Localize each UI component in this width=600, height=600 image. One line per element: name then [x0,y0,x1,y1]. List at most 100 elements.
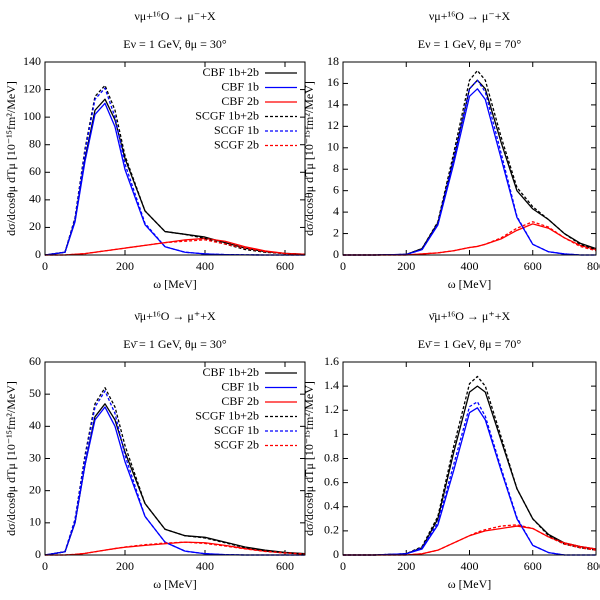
y-tick-label: 0 [35,547,41,561]
legend-label: CBF 1b+2b [203,65,259,79]
plot-frame [44,361,306,556]
plot-frame [342,361,597,556]
legend-label: SCGF 2b [214,137,259,151]
legend-label: CBF 1b+2b [203,365,259,379]
plot-frame [342,61,597,256]
x-tick-label: 0 [340,259,346,273]
x-tick-label: 800 [587,559,600,573]
x-tick-label: 200 [397,559,415,573]
series-line [343,401,596,556]
x-axis-label: ω [MeV] [153,577,197,591]
chart-title: ν̄μ+¹⁶O → μ⁺+X [134,309,216,323]
y-tick-label: 16 [327,75,339,89]
x-tick-label: 800 [587,259,600,273]
y-tick-label: 60 [29,354,41,368]
y-tick-label: 6 [333,182,339,196]
x-tick-label: 0 [340,559,346,573]
legend-label: CBF 1b [221,379,259,393]
y-tick-label: 80 [29,136,41,150]
y-axis-label: dσ/dcosθμ dTμ [10⁻¹⁵fm²/MeV] [4,81,18,236]
chart-subtitle: Eν̄ = 1 GeV, θμ = 30° [123,337,227,351]
y-tick-label: 30 [29,450,41,464]
x-axis-label: ω [MeV] [448,277,492,291]
legend-label: CBF 1b [221,79,259,93]
y-tick-label: 0.4 [324,499,339,513]
chart-subtitle: Eν = 1 GeV, θμ = 30° [123,37,227,51]
y-tick-label: 40 [29,192,41,206]
x-tick-label: 400 [196,259,214,273]
legend-label: SCGF 1b+2b [195,408,259,422]
chart-title: νμ+¹⁶O → μ⁻+X [429,9,511,23]
x-tick-label: 600 [524,259,542,273]
legend-label: CBF 2b [221,394,259,408]
x-axis-label: ω [MeV] [153,277,197,291]
series-line [44,98,306,256]
x-tick-label: 400 [461,559,479,573]
series-line [343,221,597,256]
y-tick-label: 0 [35,247,41,261]
y-tick-label: 140 [23,54,41,68]
y-tick-label: 8 [333,161,339,175]
y-tick-label: 0 [333,247,339,261]
series-line [45,541,306,556]
y-tick-label: 1.6 [324,354,339,368]
x-tick-label: 200 [116,259,134,273]
y-tick-label: 20 [29,219,41,233]
legend-label: SCGF 2b [214,437,259,451]
y-tick-label: 14 [327,97,339,111]
y-tick-label: 50 [29,386,41,400]
x-tick-label: 600 [524,559,542,573]
y-tick-label: 1.2 [324,402,339,416]
y-tick-label: 2 [333,225,339,239]
x-tick-label: 200 [116,559,134,573]
x-tick-label: 600 [276,559,294,573]
y-tick-label: 0.8 [324,450,339,464]
series-line [343,79,596,256]
y-tick-label: 0.2 [324,523,339,537]
legend-label: SCGF 1b+2b [195,108,259,122]
x-tick-label: 400 [196,559,214,573]
chart-subtitle: Eν̄ = 1 GeV, θμ = 70° [418,337,522,351]
y-tick-label: 120 [23,81,41,95]
series-line [343,385,597,556]
legend-label: CBF 2b [221,94,259,108]
series-line [45,237,306,256]
x-tick-label: 200 [397,259,415,273]
y-axis-label: dσ/dcosθμ dTμ [10⁻¹⁵fm²/MeV] [4,381,18,536]
chart-title: νμ+¹⁶O → μ⁻+X [134,9,216,23]
y-tick-label: 1.4 [324,378,339,392]
x-tick-label: 0 [42,559,48,573]
y-tick-label: 0 [333,547,339,561]
y-tick-label: 4 [333,204,339,218]
series-line [343,407,596,556]
y-tick-label: 10 [29,515,41,529]
y-tick-label: 20 [29,482,41,496]
x-tick-label: 0 [42,259,48,273]
y-tick-label: 18 [327,54,339,68]
series-line [44,87,305,256]
x-tick-label: 600 [276,259,294,273]
legend-label: SCGF 1b [214,123,259,137]
legend-label: SCGF 1b [214,423,259,437]
chart-subtitle: Eν = 1 GeV, θμ = 70° [418,37,522,51]
series-line [343,88,596,256]
x-axis-label: ω [MeV] [448,577,492,591]
y-tick-label: 0.6 [324,474,339,488]
plot-frame [44,61,306,256]
y-tick-label: 40 [29,418,41,432]
series-line [44,102,305,256]
series-line [343,524,597,556]
y-tick-label: 10 [327,140,339,154]
y-tick-label: 100 [23,109,41,123]
series-line [343,375,597,556]
y-tick-label: 60 [29,164,41,178]
y-axis-label: dσ/dcosθμ dTμ [10⁻¹⁵fm²/MeV] [302,81,316,236]
y-axis-label: dσ/dcosθμ dTμ [10⁻¹⁵fm²/MeV] [302,381,316,536]
y-tick-label: 12 [327,118,339,132]
series-line [45,541,306,556]
chart-title: ν̄μ+¹⁶O → μ⁺+X [429,309,511,323]
series-line [45,239,306,256]
y-tick-label: 1 [333,426,339,440]
x-tick-label: 400 [461,259,479,273]
